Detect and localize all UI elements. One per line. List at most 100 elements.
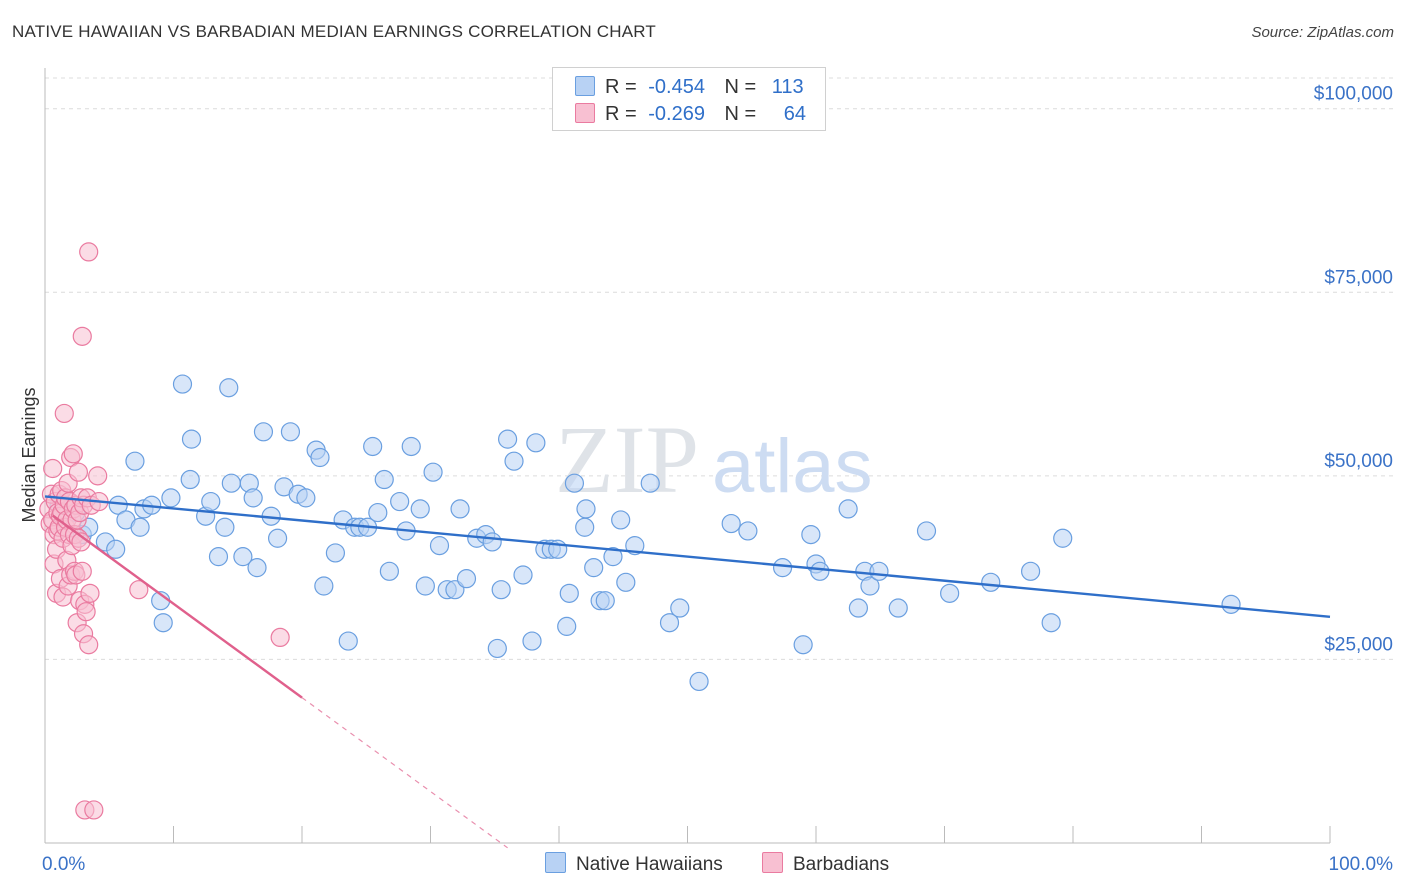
point-native-hawaiian: [526, 433, 546, 453]
bottom-legend-native-hawaiians[interactable]: Native Hawaiians: [545, 852, 723, 876]
point-native-hawaiian: [401, 436, 421, 457]
point-barbadian: [43, 458, 63, 479]
axes: [44, 68, 1331, 844]
point-barbadian: [63, 444, 83, 464]
point-native-hawaiian: [513, 565, 533, 585]
point-native-hawaiian: [310, 447, 330, 468]
point-native-hawaiian: [267, 528, 288, 548]
source-label: Source: ZipAtlas.com: [1251, 24, 1394, 41]
point-native-hawaiian: [721, 513, 741, 534]
point-native-hawaiian: [670, 598, 690, 618]
point-native-hawaiian: [491, 580, 511, 600]
point-native-hawaiian: [429, 536, 450, 556]
point-barbadian: [129, 580, 149, 600]
point-native-hawaiian: [415, 576, 435, 596]
point-native-hawaiian: [559, 583, 579, 603]
point-native-hawaiian: [1041, 613, 1061, 633]
y-tick-label: $50,000: [1324, 451, 1393, 472]
point-native-hawaiian: [390, 491, 410, 512]
watermark: ZIP atlas: [555, 406, 873, 513]
point-barbadian: [79, 635, 99, 655]
y-axis-label: Median Earnings: [19, 387, 39, 522]
point-native-hawaiian: [1020, 561, 1041, 581]
point-native-hawaiian: [215, 517, 235, 537]
point-native-hawaiian: [1053, 528, 1073, 548]
point-native-hawaiian: [221, 473, 241, 493]
point-barbadian: [54, 403, 74, 424]
trend-line-barbadians: [52, 514, 303, 699]
point-native-hawaiian: [616, 572, 636, 592]
point-native-hawaiian: [172, 374, 193, 394]
legend-swatch-pink: [575, 103, 595, 123]
point-barbadian: [79, 242, 99, 262]
point-barbadian: [270, 627, 290, 648]
point-barbadian: [80, 583, 100, 603]
watermark-zip: ZIP: [555, 406, 699, 513]
point-native-hawaiian: [219, 378, 239, 398]
point-barbadian: [88, 466, 108, 486]
point-native-hawaiian: [363, 436, 383, 457]
point-native-hawaiian: [611, 510, 631, 530]
point-native-hawaiian: [557, 616, 577, 636]
point-native-hawaiian: [445, 580, 465, 600]
y-tick-label: $75,000: [1324, 267, 1393, 288]
point-native-hawaiian: [125, 451, 145, 471]
point-barbadian: [72, 561, 92, 581]
point-native-hawaiian: [456, 569, 477, 589]
trend-line-barbadians-extension: [301, 697, 508, 849]
point-native-hawaiian: [640, 473, 660, 493]
point-native-hawaiian: [153, 613, 173, 633]
trend-line-native-hawaiians: [44, 495, 1331, 619]
point-native-hawaiian: [848, 598, 869, 618]
point-native-hawaiian: [564, 473, 585, 493]
y-tick-label: $100,000: [1314, 84, 1393, 105]
point-native-hawaiian: [233, 547, 253, 567]
point-native-hawaiian: [801, 524, 821, 545]
point-native-hawaiian: [522, 631, 542, 651]
chart-title: NATIVE HAWAIIAN VS BARBADIAN MEDIAN EARN…: [12, 22, 657, 41]
bottom-legend-barbadians[interactable]: Barbadians: [762, 852, 889, 876]
stats-legend: R = -0.454 N = 113 R = -0.269 N = 64: [552, 67, 826, 131]
point-native-hawaiian: [296, 488, 316, 508]
point-native-hawaiian: [314, 576, 334, 596]
point-native-hawaiian: [201, 491, 221, 512]
point-native-hawaiian: [106, 539, 126, 559]
gridlines: [45, 77, 1393, 660]
bottom-legend-swatch-pink: [762, 852, 783, 873]
point-native-hawaiian: [325, 543, 346, 563]
watermark-atlas: atlas: [712, 424, 873, 509]
legend-row-native-hawaiians: R = -0.454 N = 113: [575, 76, 804, 99]
point-barbadian: [76, 602, 96, 622]
point-native-hawaiian: [793, 635, 813, 655]
point-native-hawaiian: [916, 521, 937, 541]
point-native-hawaiian: [423, 462, 443, 482]
point-native-hawaiian: [940, 583, 960, 603]
point-native-hawaiian: [450, 499, 470, 519]
point-native-hawaiian: [575, 517, 595, 537]
point-native-hawaiian: [576, 499, 596, 519]
point-native-hawaiian: [482, 532, 502, 552]
point-native-hawaiian: [595, 591, 615, 611]
legend-swatch-blue: [575, 76, 595, 96]
x-tick-label: 100.0%: [1329, 854, 1394, 875]
point-native-hawaiian: [504, 451, 524, 471]
point-native-hawaiian: [410, 499, 430, 519]
point-native-hawaiian: [810, 561, 830, 581]
point-native-hawaiian: [338, 631, 358, 651]
legend-row-barbadians: R = -0.269 N = 64: [575, 103, 806, 126]
point-native-hawaiian: [888, 598, 908, 618]
point-native-hawaiian: [498, 429, 518, 449]
point-native-hawaiian: [180, 469, 200, 490]
point-native-hawaiian: [689, 671, 709, 692]
point-native-hawaiian: [253, 422, 274, 442]
legend-n-value: 64: [783, 103, 807, 125]
point-native-hawaiian: [838, 499, 858, 519]
point-native-hawaiian: [772, 558, 793, 578]
point-native-hawaiian: [584, 558, 604, 578]
point-native-hawaiian: [738, 521, 758, 541]
point-native-hawaiian: [243, 488, 263, 508]
point-native-hawaiian: [208, 547, 229, 567]
point-native-hawaiian: [1221, 594, 1241, 614]
point-barbadian: [72, 326, 92, 346]
point-native-hawaiian: [280, 422, 301, 442]
